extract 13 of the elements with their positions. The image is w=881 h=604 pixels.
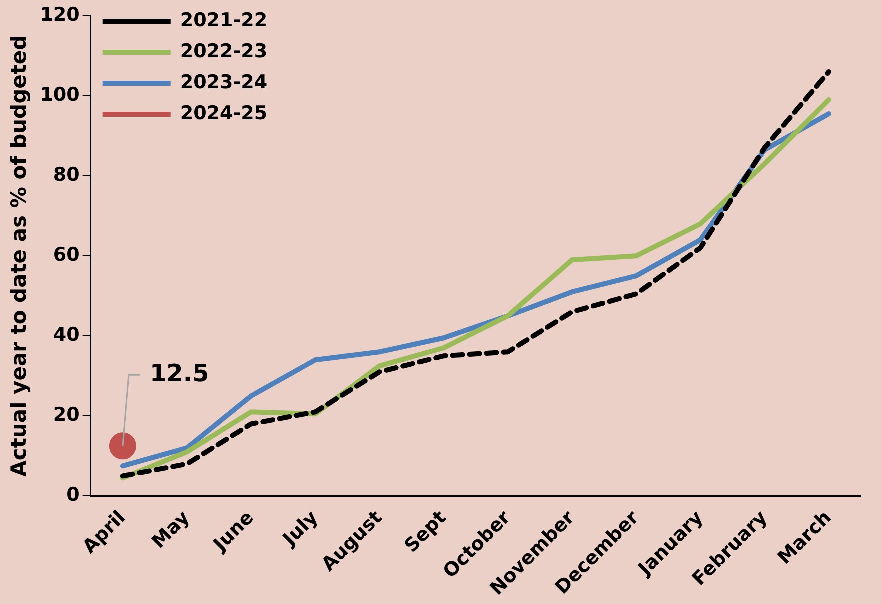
- y-tick-label: 80: [53, 164, 80, 186]
- legend-label: 2023-24: [180, 71, 268, 94]
- legend-label: 2022-23: [180, 40, 268, 62]
- y-axis-title: Actual year to date as % of budgeted: [7, 35, 32, 477]
- y-tick-label: 100: [40, 84, 80, 106]
- y-tick-label: 20: [53, 404, 80, 426]
- y-tick-label: 40: [53, 324, 80, 346]
- y-tick-label: 120: [40, 4, 80, 26]
- legend-label: 2024-25: [180, 102, 268, 124]
- data-label: 12.5: [150, 359, 210, 388]
- y-tick-label: 0: [66, 484, 80, 506]
- y-tick-label: 60: [53, 244, 80, 266]
- legend-label: 2021-22: [180, 9, 268, 32]
